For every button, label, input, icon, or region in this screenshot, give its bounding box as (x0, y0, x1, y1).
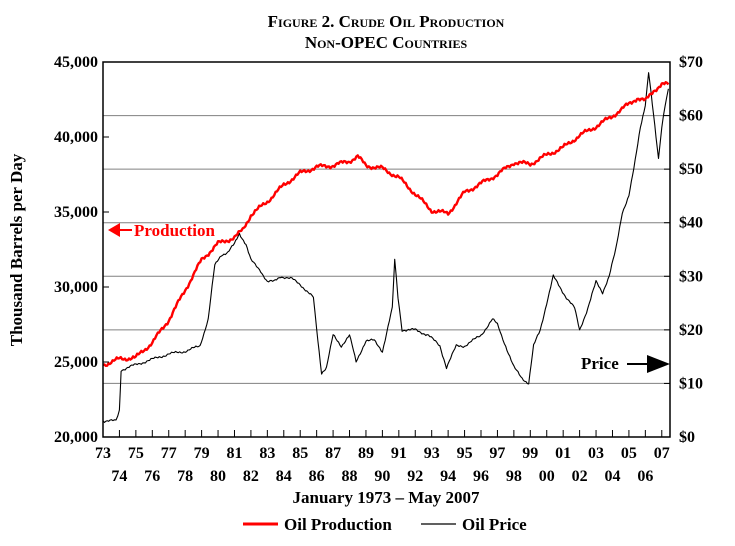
x-tick-label: 74 (111, 468, 127, 485)
x-tick-label: 82 (243, 468, 259, 485)
x-tick-label: 77 (161, 445, 177, 462)
grid-lines (103, 115, 670, 384)
x-tick-label: 99 (522, 445, 538, 462)
y-tick-label: 35,000 (54, 204, 98, 221)
series-layer (102, 72, 670, 423)
x-tick-label: 89 (358, 445, 374, 462)
x-tick-label: 05 (621, 445, 637, 462)
x-tick-label: 94 (440, 468, 456, 485)
y-tick-label: 45,000 (54, 54, 98, 71)
price-label: Price (581, 354, 619, 373)
y2-tick-label: $40 (679, 215, 703, 232)
chart-title-line2: Non-OPEC Countries (305, 33, 468, 52)
x-tick-label: 06 (637, 468, 653, 485)
x-tick-label: 03 (588, 445, 604, 462)
x-tick-label: 01 (555, 445, 571, 462)
x-tick-label: 93 (424, 445, 440, 462)
x-tick-label: 81 (226, 445, 242, 462)
y-tick-label: 20,000 (54, 429, 98, 446)
production-arrow-icon (108, 223, 120, 237)
x-tick-label: 85 (292, 445, 308, 462)
series-line-oil-price (102, 72, 669, 423)
x-tick-label: 95 (457, 445, 473, 462)
y2-tick-label: $60 (679, 108, 703, 125)
x-tick-label: 98 (506, 468, 522, 485)
y2-tick-label: $50 (679, 161, 703, 178)
y-tick-label: 25,000 (54, 354, 98, 371)
legend-production-label: Oil Production (284, 515, 392, 534)
x-tick-label: 86 (309, 468, 325, 485)
price-arrow-icon (647, 355, 670, 373)
y2-tick-label: $0 (679, 429, 695, 446)
production-annotation: Production (108, 221, 215, 240)
x-tick-label: 00 (539, 468, 555, 485)
x-tick-label: 04 (604, 468, 620, 485)
x-tick-label: 78 (177, 468, 193, 485)
x-axis-label: January 1973 – May 2007 (293, 488, 481, 507)
y-tick-label: 30,000 (54, 279, 98, 296)
x-tick-label: 83 (259, 445, 275, 462)
legend: Oil Production Oil Price (243, 515, 527, 534)
x-tick-label: 84 (276, 468, 292, 485)
x-tick-label: 80 (210, 468, 226, 485)
y2-tick-label: $10 (679, 375, 703, 392)
x-tick-label: 76 (144, 468, 160, 485)
legend-price-label: Oil Price (462, 515, 527, 534)
x-tick-label: 75 (128, 445, 144, 462)
y2-tick-label: $30 (679, 268, 703, 285)
y2-tick-label: $20 (679, 322, 703, 339)
y2-tick-label: $70 (679, 54, 703, 71)
x-tick-label: 91 (391, 445, 407, 462)
x-tick-label: 90 (374, 468, 390, 485)
x-tick-label: 96 (473, 468, 489, 485)
x-tick-label: 88 (342, 468, 358, 485)
chart-title-line1: Figure 2. Crude Oil Production (268, 12, 505, 31)
plot-frame (102, 61, 671, 438)
left-axis-ticks: 20,000 25,000 30,000 35,000 40,000 45,000 (54, 54, 109, 446)
price-annotation: Price (581, 354, 670, 373)
production-label: Production (134, 221, 215, 240)
y-tick-label: 40,000 (54, 129, 98, 146)
x-tick-label: 07 (654, 445, 670, 462)
x-tick-label: 97 (489, 445, 505, 462)
x-tick-label: 79 (194, 445, 210, 462)
x-tick-label: 73 (95, 445, 111, 462)
right-axis-ticks: $0 $10 $20 $30 $40 $50 $60 $70 (664, 54, 703, 446)
x-tick-label: 87 (325, 445, 341, 462)
x-axis-ticks: 73 75 77 79 81 83 85 87 89 91 93 95 97 99 01 03 05 07 74 76… (95, 430, 670, 485)
series-line-oil-production (102, 80, 670, 367)
x-tick-label: 02 (572, 468, 588, 485)
y-axis-label: Thousand Barrels per Day (7, 153, 26, 346)
x-tick-label: 92 (407, 468, 423, 485)
